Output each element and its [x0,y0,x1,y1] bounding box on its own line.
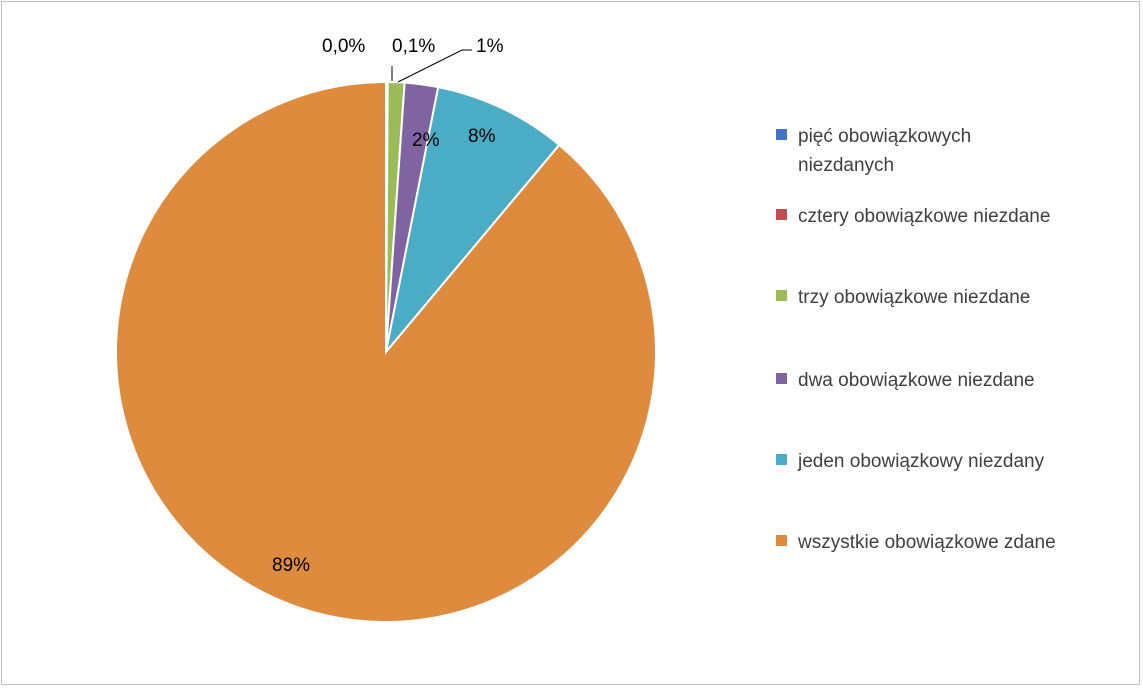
legend-label: wszystkie obowiązkowe zdane [797,532,1056,553]
legend-swatch [776,209,787,220]
data-label-cztery-obowiazkowe-niezdane: 0,1% [392,36,435,57]
data-label-piec-obowiazkowych-niezdanych: 0,0% [322,36,365,57]
legend-label: cztery obowiązkowe niezdane [798,206,1050,227]
legend: pięć obowiązkowych niezdanych cztery obowi… [776,126,1056,553]
legend-label: trzy obowiązkowe niezdane [798,287,1030,308]
data-label-jeden-obowiazkowy-niezdany: 8% [468,126,496,147]
legend-item-trzy-obowiazkowe-niezdane: trzy obowiązkowe niezdane [776,287,1030,308]
legend-swatch [776,535,787,546]
data-label-dwa-obowiazkowe-niezdane: 2% [412,130,440,151]
legend-swatch [776,129,787,140]
legend-swatch [776,290,787,301]
legend-item-wszystkie-obowiazkowe-zdane: wszystkie obowiązkowe zdane [776,532,1056,553]
legend-item-piec-obowiazkowych-niezdanych: pięć obowiązkowych niezdanych [776,126,971,176]
legend-label: pięć obowiązkowych niezdanych [798,126,971,176]
pie-slices [115,80,657,623]
data-label-trzy-obowiazkowe-niezdane: 1% [476,36,504,57]
legend-swatch [776,373,787,384]
leader-line-trzy-obowiazkowe-niezdane [397,49,472,83]
legend-item-jeden-obowiazkowy-niezdany: jeden obowiązkowy niezdany [776,451,1045,472]
legend-label: dwa obowiązkowe niezdane [798,370,1035,391]
pie-slice-wszystkie-obowiazkowe-zdane [115,80,657,623]
leader-lines [391,49,472,83]
legend-swatch [776,454,787,465]
legend-item-cztery-obowiazkowe-niezdane: cztery obowiązkowe niezdane [776,206,1050,227]
data-label-wszystkie-obowiazkowe-zdane: 89% [272,555,310,576]
data-labels: 0,0% 0,1% 1% 2% 8% 89% [272,36,504,576]
pie-slice-jeden-obowiazkowy-niezdany [385,85,561,353]
legend-label: jeden obowiązkowy niezdany [797,451,1045,472]
legend-item-dwa-obowiazkowe-niezdane: dwa obowiązkowe niezdane [776,370,1035,391]
